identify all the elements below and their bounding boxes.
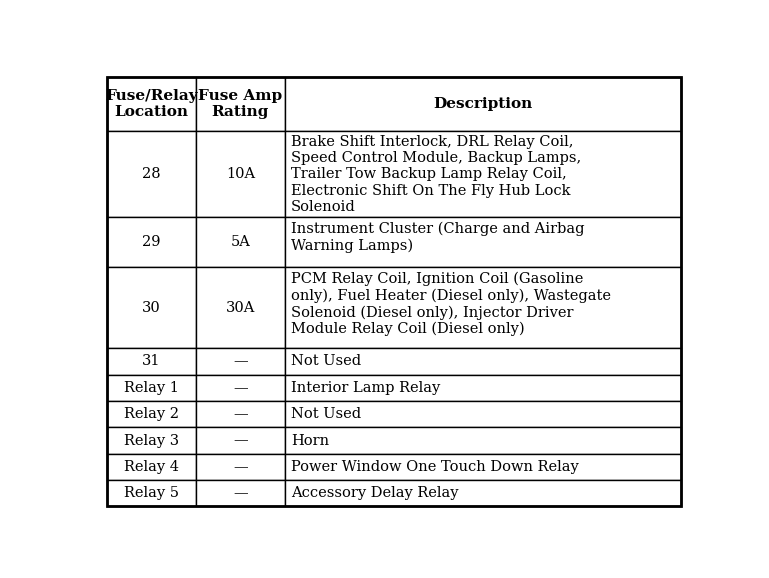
Text: 10A: 10A xyxy=(226,167,255,181)
Bar xyxy=(285,77,681,131)
Bar xyxy=(285,268,681,349)
Bar xyxy=(285,454,681,480)
Text: Accessory Delay Relay: Accessory Delay Relay xyxy=(291,486,458,500)
Text: —: — xyxy=(233,407,248,421)
Text: —: — xyxy=(233,381,248,395)
Bar xyxy=(107,217,196,268)
Bar xyxy=(196,131,285,217)
Text: Not Used: Not Used xyxy=(291,354,361,368)
Text: Relay 5: Relay 5 xyxy=(124,486,179,500)
Text: 31: 31 xyxy=(142,354,161,368)
Text: —: — xyxy=(233,486,248,500)
Bar xyxy=(196,268,285,349)
Bar xyxy=(285,131,681,217)
Bar xyxy=(196,427,285,454)
Text: 30: 30 xyxy=(142,301,161,315)
Text: Brake Shift Interlock, DRL Relay Coil,
Speed Control Module, Backup Lamps,
Trail: Brake Shift Interlock, DRL Relay Coil, S… xyxy=(291,135,581,214)
Text: Horn: Horn xyxy=(291,434,329,447)
Text: 29: 29 xyxy=(142,235,161,250)
Bar xyxy=(196,401,285,427)
Text: Not Used: Not Used xyxy=(291,407,361,421)
Text: Relay 1: Relay 1 xyxy=(124,381,179,395)
Bar xyxy=(107,268,196,349)
Text: PCM Relay Coil, Ignition Coil (Gasoline
only), Fuel Heater (Diesel only), Wasteg: PCM Relay Coil, Ignition Coil (Gasoline … xyxy=(291,272,611,336)
Text: Power Window One Touch Down Relay: Power Window One Touch Down Relay xyxy=(291,460,578,474)
Text: Relay 3: Relay 3 xyxy=(124,434,179,447)
Text: 28: 28 xyxy=(142,167,161,181)
Text: —: — xyxy=(233,460,248,474)
Bar xyxy=(285,217,681,268)
Text: 30A: 30A xyxy=(226,301,255,315)
Bar xyxy=(107,375,196,401)
Text: Relay 4: Relay 4 xyxy=(124,460,179,474)
Bar xyxy=(196,349,285,375)
Bar xyxy=(107,77,196,131)
Bar xyxy=(107,480,196,506)
Text: —: — xyxy=(233,434,248,447)
Bar xyxy=(107,454,196,480)
Bar xyxy=(285,427,681,454)
Text: Interior Lamp Relay: Interior Lamp Relay xyxy=(291,381,440,395)
Bar xyxy=(285,480,681,506)
Bar xyxy=(107,427,196,454)
Bar xyxy=(196,375,285,401)
Text: Fuse/Relay
Location: Fuse/Relay Location xyxy=(105,89,198,119)
Bar xyxy=(196,77,285,131)
Bar xyxy=(107,401,196,427)
Bar xyxy=(196,454,285,480)
Bar xyxy=(107,131,196,217)
Text: Instrument Cluster (Charge and Airbag
Warning Lamps): Instrument Cluster (Charge and Airbag Wa… xyxy=(291,222,584,253)
Bar xyxy=(107,349,196,375)
Bar xyxy=(196,217,285,268)
Bar xyxy=(285,349,681,375)
Bar xyxy=(285,375,681,401)
Text: Relay 2: Relay 2 xyxy=(124,407,179,421)
Text: 5A: 5A xyxy=(231,235,251,250)
Bar xyxy=(196,480,285,506)
Text: Description: Description xyxy=(434,97,533,111)
Bar xyxy=(285,401,681,427)
Text: —: — xyxy=(233,354,248,368)
Text: Fuse Amp
Rating: Fuse Amp Rating xyxy=(198,89,282,119)
